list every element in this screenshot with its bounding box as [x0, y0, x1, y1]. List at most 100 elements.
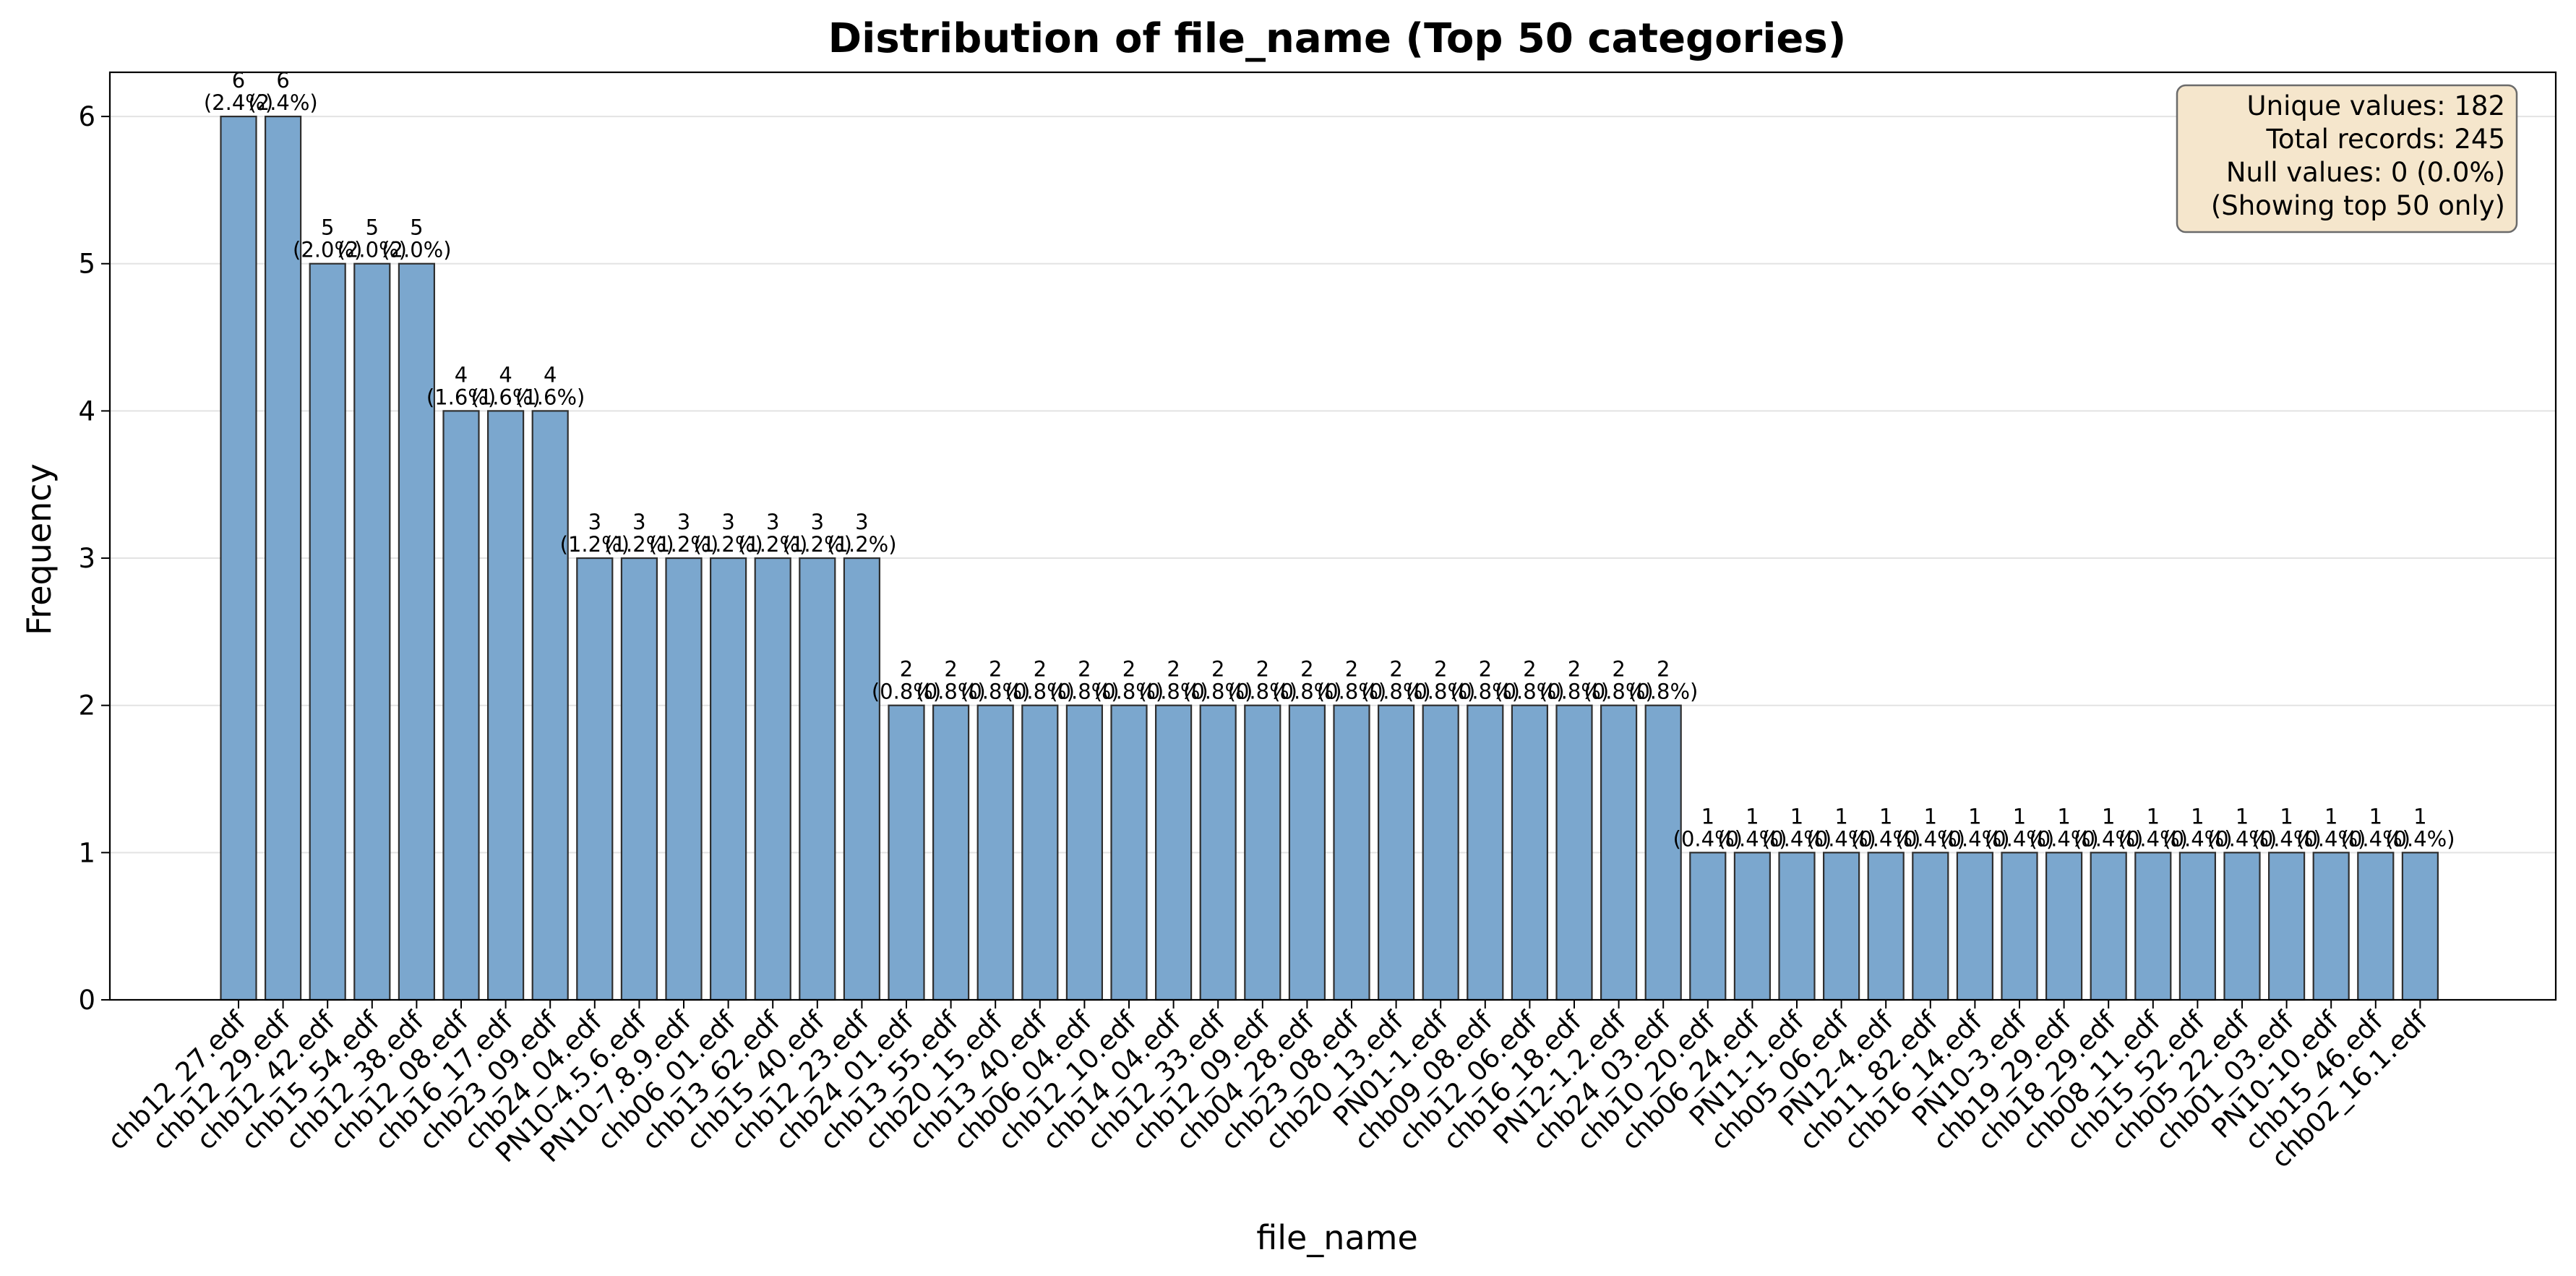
data-label-count: 5	[366, 215, 379, 240]
data-label-count: 1	[1834, 804, 1847, 828]
bar	[1288, 704, 1326, 1001]
data-label-percent: (2.0%)	[382, 238, 451, 262]
data-label-percent: (0.8%)	[1317, 680, 1386, 704]
data-label-count: 3	[588, 510, 601, 534]
data-label-count: 1	[2236, 804, 2249, 828]
bar	[1110, 704, 1148, 1001]
data-label-percent: (1.2%)	[649, 532, 718, 557]
data-label-count: 1	[2102, 804, 2115, 828]
info-null-values: Null values: 0 (0.0%)	[2226, 157, 2505, 188]
data-label-percent: (0.8%)	[961, 680, 1030, 704]
data-label-count: 2	[1211, 657, 1224, 682]
bar	[2178, 852, 2216, 1001]
bar	[1778, 852, 1816, 1001]
data-label-percent: (0.8%)	[1628, 680, 1698, 704]
data-label-count: 1	[2013, 804, 2026, 828]
bar	[1511, 704, 1548, 1001]
data-label-count: 3	[721, 510, 734, 534]
bars	[220, 115, 2439, 1001]
data-label-count: 1	[2369, 804, 2382, 828]
bar	[1823, 852, 1860, 1001]
data-label-percent: (0.4%)	[2296, 826, 2366, 851]
bar	[576, 557, 614, 1001]
data-label-percent: (1.2%)	[693, 532, 763, 557]
data-label-percent: (0.8%)	[916, 680, 985, 704]
bar	[665, 557, 703, 1001]
y-tick-label: 1	[78, 837, 95, 868]
axes	[108, 71, 2557, 1001]
bar	[353, 262, 391, 1001]
bar	[620, 557, 658, 1001]
bar	[220, 115, 257, 1001]
data-label-count: 2	[1612, 657, 1625, 682]
data-label-count: 2	[1523, 657, 1536, 682]
data-label-count: 3	[855, 510, 868, 534]
bar	[398, 262, 436, 1001]
data-label-percent: (0.4%)	[2074, 826, 2143, 851]
chart-title: Distribution of file_name (Top 50 catego…	[828, 15, 1847, 62]
data-label-count: 1	[2191, 804, 2204, 828]
data-label-count: 2	[1657, 657, 1670, 682]
data-label-percent: (0.4%)	[1896, 826, 1965, 851]
data-label-count: 1	[2280, 804, 2293, 828]
plot-frame	[108, 71, 2557, 1001]
data-label-count: 2	[1122, 657, 1135, 682]
bar	[799, 557, 836, 1001]
bar	[2357, 852, 2395, 1001]
data-label-count: 1	[1924, 804, 1937, 828]
data-label-count: 1	[1701, 804, 1714, 828]
bar	[1154, 704, 1193, 1001]
bar	[1377, 704, 1415, 1001]
data-label-percent: (0.4%)	[2341, 826, 2410, 851]
data-label-percent: (0.4%)	[2385, 826, 2455, 851]
data-label-count: 1	[2147, 804, 2160, 828]
bar	[976, 704, 1014, 1001]
data-label-percent: (0.8%)	[1451, 680, 1520, 704]
y-axis-ticks: 0 1 2 3 4 5 6	[78, 101, 110, 1016]
bar	[1912, 852, 1949, 1001]
x-axis-title: file_name	[1256, 1218, 1418, 1257]
data-label-percent: (1.6%)	[426, 385, 496, 409]
data-label-percent: (0.8%)	[1138, 680, 1208, 704]
bar	[888, 704, 925, 1001]
data-label-percent: (0.4%)	[2029, 826, 2098, 851]
data-label-percent: (1.2%)	[560, 532, 630, 557]
data-label-count: 4	[544, 362, 557, 387]
data-label-percent: (2.4%)	[248, 90, 317, 115]
bar	[1733, 852, 1771, 1001]
bar	[486, 410, 525, 1001]
data-label-count: 2	[1256, 657, 1269, 682]
y-tick-label: 6	[78, 101, 95, 132]
data-label-count: 2	[1434, 657, 1447, 682]
data-label-percent: (0.4%)	[1806, 826, 1876, 851]
data-label-percent: (0.8%)	[1584, 680, 1653, 704]
bar	[1555, 704, 1593, 1001]
data-label-percent: (2.0%)	[338, 238, 407, 262]
bar	[265, 115, 302, 1001]
bar	[1021, 704, 1059, 1001]
data-label-count: 2	[1479, 657, 1492, 682]
data-label-percent: (0.4%)	[2163, 826, 2232, 851]
data-label-percent: (0.4%)	[1762, 826, 1832, 851]
data-label-count: 3	[632, 510, 645, 534]
bar	[442, 410, 480, 1001]
bar	[1244, 704, 1281, 1001]
data-label-percent: (0.8%)	[1094, 680, 1164, 704]
data-label-percent: (0.8%)	[1272, 680, 1341, 704]
data-label-percent: (1.2%)	[604, 532, 674, 557]
data-label-percent: (0.4%)	[2251, 826, 2321, 851]
data-label-count: 2	[1568, 657, 1581, 682]
bar	[1600, 704, 1638, 1001]
data-label-percent: (0.4%)	[2118, 826, 2188, 851]
y-axis-title: Frequency	[20, 463, 59, 635]
data-label-count: 1	[1790, 804, 1803, 828]
bar	[843, 557, 881, 1001]
data-label-percent: (0.8%)	[1049, 680, 1119, 704]
info-unique-values: Unique values: 182	[2247, 90, 2505, 121]
bar	[1333, 704, 1370, 1001]
bar	[2090, 852, 2127, 1001]
bar	[2134, 852, 2172, 1001]
data-label-count: 1	[2413, 804, 2426, 828]
summary-info-box: Unique values: 182 Total records: 245 Nu…	[2176, 84, 2518, 234]
